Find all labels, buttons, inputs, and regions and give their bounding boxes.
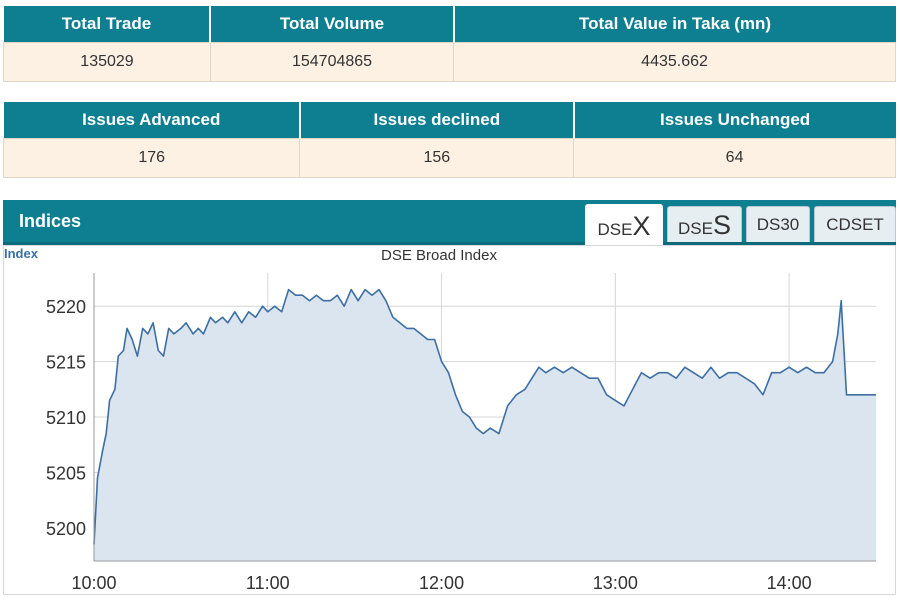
index-line — [93, 288, 876, 545]
value-issues-unchanged: 64 — [573, 138, 896, 178]
indices-header: Indices DSEX DSES DS30 CDSET — [3, 200, 896, 245]
y-tick-label: 5210 — [46, 408, 86, 428]
chart-title: DSE Broad Index — [381, 247, 497, 264]
x-tick-label: 13:00 — [593, 573, 638, 593]
tab-dses-prefix: DSE — [678, 219, 713, 238]
header-total-value: Total Value in Taka (mn) — [453, 6, 896, 43]
value-issues-declined: 156 — [299, 138, 575, 178]
tab-ds30-label: DS30 — [756, 215, 800, 234]
issues-table: Issues Advanced Issues declined Issues U… — [2, 102, 896, 178]
index-area-fill — [94, 289, 876, 561]
market-summary-table: Total Trade Total Volume Total Value in … — [3, 6, 896, 82]
tab-dsex-suffix: X — [632, 211, 651, 241]
tab-cdset-label: CDSET — [826, 215, 884, 234]
tab-cdset[interactable]: CDSET — [814, 206, 896, 242]
x-tick-label: 12:00 — [419, 573, 464, 593]
x-tick-label: 11:00 — [246, 573, 290, 593]
tab-dsex[interactable]: DSEX — [585, 204, 663, 245]
index-chart-panel: 5200 5205 5210 5215 5220 10:00 11:00 12:00 13:00… — [3, 245, 896, 595]
y-axis-label: Index — [4, 246, 39, 261]
y-tick-label: 5215 — [46, 353, 86, 373]
x-tick-label: 10:00 — [71, 573, 116, 593]
header-issues-unchanged: Issues Unchanged — [573, 102, 896, 139]
y-tick-label: 5220 — [46, 297, 86, 317]
header-total-trade: Total Trade — [3, 6, 212, 43]
indices-title: Indices — [19, 211, 82, 231]
header-total-volume: Total Volume — [210, 6, 455, 43]
tab-dses-suffix: S — [712, 210, 731, 240]
y-tick-label: 5200 — [46, 519, 86, 539]
header-issues-declined: Issues declined — [299, 102, 575, 139]
index-chart: 5200 5205 5210 5215 5220 10:00 11:00 12:00 13:00… — [4, 246, 876, 593]
value-total-value: 4435.662 — [453, 42, 896, 82]
tab-dses[interactable]: DSES — [667, 206, 742, 242]
value-total-volume: 154704865 — [209, 42, 455, 82]
x-tick-label: 14:00 — [767, 573, 812, 593]
value-issues-advanced: 176 — [2, 138, 301, 178]
value-total-trade: 135029 — [3, 42, 211, 82]
tab-dsex-prefix: DSE — [597, 220, 633, 239]
tab-ds30[interactable]: DS30 — [746, 206, 810, 242]
header-issues-advanced: Issues Advanced — [3, 102, 301, 139]
y-tick-label: 5205 — [46, 463, 86, 483]
